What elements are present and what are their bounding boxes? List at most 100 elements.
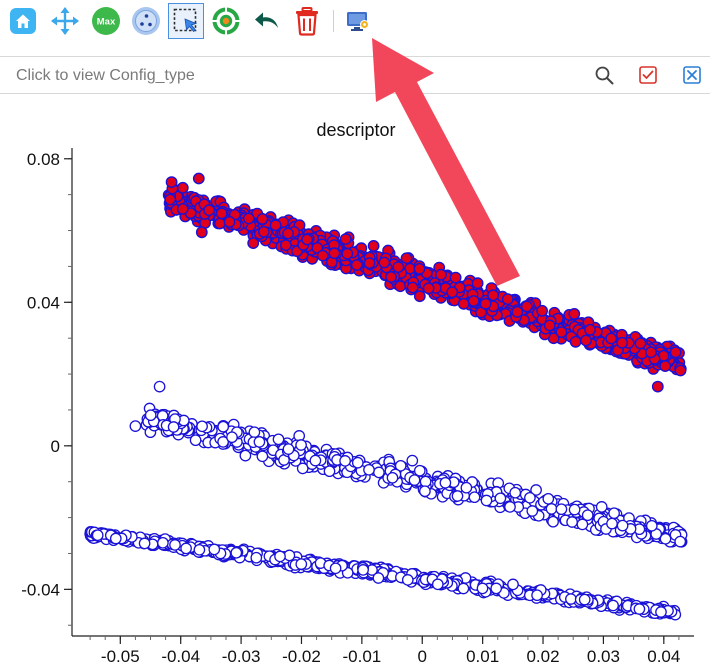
x-tick-label: 0.01: [466, 647, 499, 666]
data-point: [460, 481, 473, 494]
data-point: [566, 516, 578, 528]
data-point: [256, 450, 269, 463]
home-button[interactable]: [6, 4, 40, 38]
box-select-button[interactable]: [168, 3, 204, 39]
selected-point: [247, 237, 260, 250]
y-tick-label: 0.04: [27, 293, 60, 312]
data-point: [581, 509, 594, 522]
data-point: [526, 505, 539, 517]
selected-point: [256, 213, 269, 225]
data-point: [568, 503, 581, 516]
data-point: [144, 409, 157, 422]
x-tick-label: -0.02: [282, 647, 321, 666]
selected-point: [422, 282, 435, 295]
data-point: [295, 439, 307, 451]
max-label: Max: [97, 17, 116, 28]
data-point: [180, 542, 192, 555]
data-point: [401, 574, 414, 586]
data-point: [530, 484, 542, 496]
selected-point: [223, 216, 236, 228]
data-point: [309, 454, 322, 467]
selected-point: [242, 212, 255, 225]
data-point: [169, 539, 181, 551]
scatter-series-2: [129, 380, 688, 548]
data-point: [507, 578, 519, 591]
selected-point: [406, 281, 419, 294]
x-tick-label: 0.04: [647, 647, 680, 666]
selected-point: [176, 181, 189, 194]
selected-point: [269, 219, 282, 232]
x-tick-label: 0: [418, 647, 427, 666]
data-point: [608, 507, 620, 520]
data-point: [545, 503, 558, 515]
data-point: [323, 465, 336, 478]
delete-button[interactable]: [290, 4, 324, 38]
selected-point: [645, 346, 657, 359]
selected-point: [301, 233, 313, 246]
selected-point: [328, 247, 341, 260]
target-button[interactable]: [209, 4, 243, 38]
data-point: [674, 535, 687, 548]
pan-button[interactable]: [48, 4, 82, 38]
descriptor-plot[interactable]: descriptor -0.05 -0.04 -0.03 -0.02 -0.01 0 0.01…: [8, 112, 710, 672]
selected-point: [501, 293, 514, 306]
data-point: [616, 519, 629, 532]
max-icon: Max: [92, 7, 120, 35]
data-point: [606, 517, 618, 530]
selected-point: [457, 297, 470, 310]
data-point: [250, 551, 263, 564]
toolbar-separator: [333, 10, 334, 32]
config-type-search-input[interactable]: [14, 63, 578, 89]
selected-point: [165, 176, 178, 189]
selected-point: [176, 203, 189, 215]
clear-selection-icon[interactable]: [682, 65, 702, 85]
undo-button[interactable]: [250, 4, 284, 38]
selected-point: [385, 271, 397, 283]
data-point: [451, 490, 464, 502]
data-point: [576, 518, 589, 531]
selected-point: [316, 249, 329, 262]
selected-point: [413, 262, 426, 275]
data-point: [167, 421, 180, 433]
data-point: [296, 462, 309, 475]
selected-point: [203, 204, 216, 217]
undo-arrow-icon: [255, 12, 278, 28]
data-point: [494, 492, 507, 505]
scatter-button[interactable]: [129, 4, 163, 38]
x-tick-label: 0.02: [526, 647, 559, 666]
x-tick-label: -0.04: [161, 647, 200, 666]
data-point: [272, 433, 285, 446]
select-all-checkbox-icon[interactable]: [638, 65, 658, 85]
data-point: [208, 543, 221, 556]
data-point: [578, 593, 591, 606]
data-point: [196, 420, 208, 433]
selected-point: [543, 319, 556, 332]
selected-point: [616, 336, 629, 349]
data-point: [659, 532, 672, 545]
data-point: [419, 485, 431, 498]
scatter-series-1: [162, 172, 687, 393]
data-point: [509, 486, 522, 499]
data-point: [468, 491, 481, 504]
display-settings-button[interactable]: [341, 4, 375, 38]
data-point: [295, 558, 308, 570]
scatter-series-3: [84, 526, 682, 621]
move-arrows-icon: [51, 7, 79, 35]
config-type-search-bar: [0, 56, 710, 94]
max-button[interactable]: Max: [89, 4, 123, 38]
data-point: [386, 471, 399, 484]
selected-point: [659, 360, 672, 373]
selected-point: [449, 271, 462, 284]
scatter-plot-svg[interactable]: descriptor -0.05 -0.04 -0.03 -0.02 -0.01 0 0.01…: [8, 112, 710, 672]
data-point: [253, 436, 266, 448]
data-point: [274, 550, 286, 563]
search-icon[interactable]: [594, 65, 614, 85]
data-point: [239, 449, 252, 462]
selected-point: [350, 259, 363, 271]
x-tick-label: -0.01: [342, 647, 381, 666]
data-point: [363, 463, 375, 476]
data-point: [419, 475, 432, 488]
x-tick-label: -0.03: [222, 647, 261, 666]
data-point: [406, 454, 419, 467]
selected-point: [471, 277, 484, 290]
